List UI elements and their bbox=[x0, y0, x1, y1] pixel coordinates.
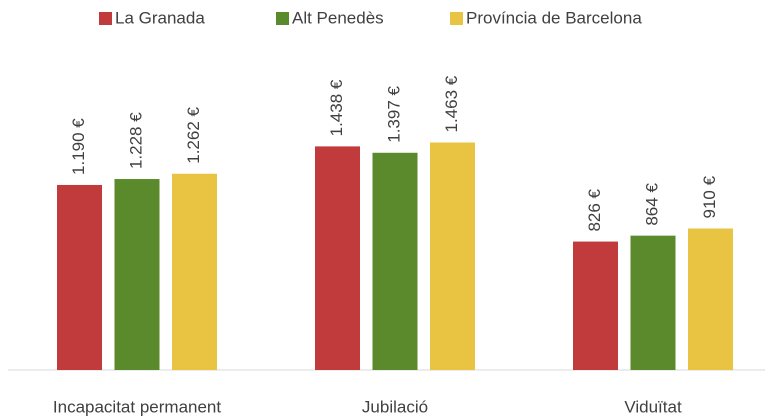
data-label: 910 € bbox=[700, 175, 719, 218]
data-label: 864 € bbox=[642, 183, 661, 226]
x-tick-label: Viduïtat bbox=[624, 397, 682, 416]
legend-label: Província de Barcelona bbox=[466, 8, 642, 27]
legend-swatch bbox=[99, 12, 112, 25]
legend-label: La Granada bbox=[115, 8, 205, 27]
bar bbox=[688, 228, 733, 370]
bar bbox=[114, 179, 160, 370]
bar bbox=[172, 173, 217, 370]
legend-swatch bbox=[276, 12, 289, 25]
x-tick-label: Incapacitat permanent bbox=[53, 397, 221, 416]
data-label: 1.463 € bbox=[442, 75, 461, 132]
data-label: 826 € bbox=[585, 188, 604, 231]
legend-swatch bbox=[450, 12, 463, 25]
x-tick-label: Jubilació bbox=[362, 397, 428, 416]
bar bbox=[57, 184, 102, 370]
bar bbox=[315, 146, 360, 370]
bar bbox=[630, 235, 676, 370]
legend-label: Alt Penedès bbox=[292, 8, 384, 27]
data-label: 1.228 € bbox=[126, 112, 145, 169]
bar bbox=[372, 152, 418, 370]
data-label: 1.397 € bbox=[384, 86, 403, 143]
data-label: 1.262 € bbox=[184, 106, 203, 163]
data-label: 1.190 € bbox=[69, 118, 88, 175]
bar bbox=[573, 241, 618, 370]
data-label: 1.438 € bbox=[327, 79, 346, 136]
bar bbox=[430, 142, 475, 370]
